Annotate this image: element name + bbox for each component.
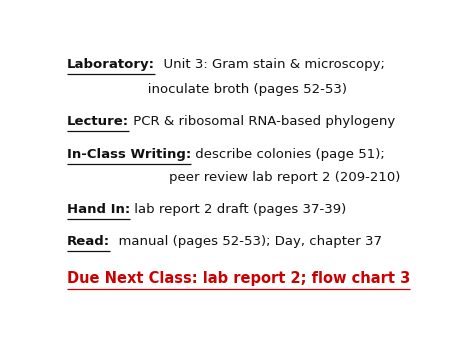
Text: Unit 3: Gram stain & microscopy;: Unit 3: Gram stain & microscopy; [155, 58, 385, 71]
Text: lab report 2 draft (pages 37-39): lab report 2 draft (pages 37-39) [130, 203, 346, 216]
Text: describe colonies (page 51);: describe colonies (page 51); [191, 148, 385, 161]
Text: Read:: Read: [67, 235, 110, 248]
Text: Hand In:: Hand In: [67, 203, 130, 216]
Text: PCR & ribosomal RNA-based phylogeny: PCR & ribosomal RNA-based phylogeny [129, 115, 395, 128]
Text: peer review lab report 2 (209-210): peer review lab report 2 (209-210) [67, 171, 400, 184]
Text: Lecture:: Lecture: [67, 115, 129, 128]
Text: inoculate broth (pages 52-53): inoculate broth (pages 52-53) [67, 82, 346, 96]
Text: In-Class Writing:: In-Class Writing: [67, 148, 191, 161]
Text: manual (pages 52-53); Day, chapter 37: manual (pages 52-53); Day, chapter 37 [110, 235, 382, 248]
Text: Laboratory:: Laboratory: [67, 58, 155, 71]
Text: Due Next Class: lab report 2; flow chart 3: Due Next Class: lab report 2; flow chart… [67, 271, 410, 286]
